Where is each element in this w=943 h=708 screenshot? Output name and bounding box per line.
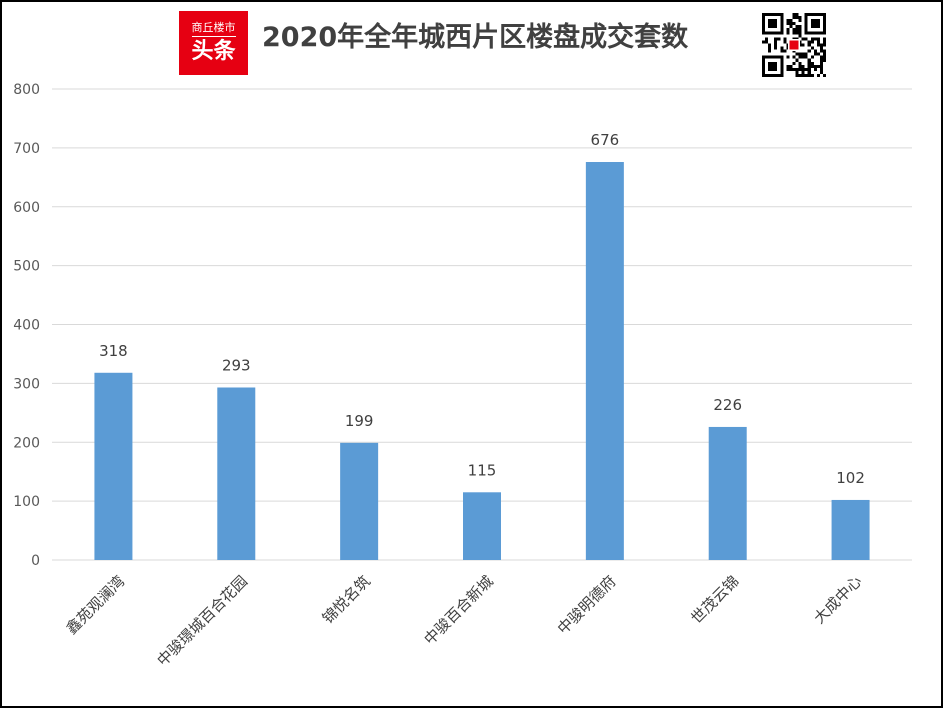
x-tick-label: 鑫苑观澜湾 bbox=[62, 572, 128, 638]
brand-logo: 商丘楼市 头条 bbox=[179, 11, 248, 75]
x-tick-label: 锦悦名筑 bbox=[319, 572, 374, 627]
logo-main-text: 头条 bbox=[191, 39, 236, 64]
data-label: 676 bbox=[591, 131, 620, 149]
x-tick-label: 中骏璟城百合花园 bbox=[154, 572, 252, 670]
bar bbox=[340, 442, 379, 560]
y-tick-label: 800 bbox=[13, 82, 40, 98]
x-tick-label: 中骏百合新城 bbox=[420, 572, 496, 648]
bar bbox=[831, 499, 870, 560]
bar bbox=[585, 162, 624, 560]
y-tick-label: 600 bbox=[13, 200, 40, 216]
y-tick-label: 100 bbox=[13, 494, 40, 510]
x-tick-label: 世茂云锦 bbox=[687, 572, 742, 627]
data-label: 115 bbox=[468, 461, 497, 479]
y-tick-label: 700 bbox=[13, 141, 40, 157]
data-label: 102 bbox=[836, 469, 865, 487]
qr-code-icon bbox=[762, 13, 826, 77]
y-tick-label: 300 bbox=[13, 376, 40, 392]
x-tick-label: 中骏明德府 bbox=[554, 572, 620, 638]
y-tick-label: 500 bbox=[13, 259, 40, 275]
y-tick-label: 400 bbox=[13, 318, 40, 334]
logo-top-text: 商丘楼市 bbox=[191, 19, 236, 37]
data-label: 293 bbox=[222, 356, 251, 374]
data-label: 318 bbox=[99, 342, 128, 360]
x-tick-label: 大成中心 bbox=[810, 572, 865, 627]
bar bbox=[708, 426, 747, 560]
y-tick-label: 200 bbox=[13, 435, 40, 451]
bar bbox=[463, 492, 501, 560]
chart-title: 2020年全年城西片区楼盘成交套数 bbox=[262, 22, 689, 53]
data-label: 199 bbox=[345, 412, 374, 430]
bar bbox=[94, 372, 133, 560]
data-label: 226 bbox=[713, 396, 742, 414]
y-tick-label: 0 bbox=[31, 553, 40, 569]
bar bbox=[217, 387, 256, 560]
